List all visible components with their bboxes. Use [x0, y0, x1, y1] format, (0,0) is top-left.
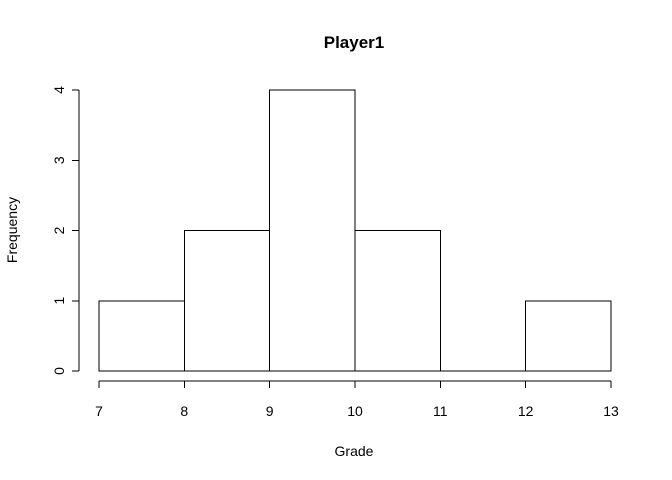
bars-group	[98, 89, 612, 372]
histogram-bar-9-10	[269, 89, 356, 372]
y-axis-label: Frequency	[4, 197, 20, 263]
histogram-bar-7-8	[98, 300, 185, 372]
x-axis-label: Grade	[335, 443, 374, 459]
y-tick-label: 4	[51, 86, 67, 94]
histogram-bar-10-11	[354, 230, 441, 372]
x-tick-label: 13	[603, 403, 619, 419]
x-tick-label: 7	[95, 403, 103, 419]
x-axis: 7 8 9 10 11 12 13	[95, 380, 619, 419]
y-tick-label: 1	[51, 297, 67, 305]
y-tick-label: 3	[51, 156, 67, 164]
y-tick-label: 0	[51, 367, 67, 375]
histogram-bar-12-13	[525, 300, 612, 372]
chart-title: Player1	[324, 33, 385, 52]
y-tick-label: 2	[51, 226, 67, 234]
x-tick-label: 11	[433, 403, 448, 419]
x-tick-label: 9	[266, 403, 274, 419]
histogram-bar-8-9	[183, 230, 271, 372]
x-tick-label: 12	[518, 403, 534, 419]
x-tick-label: 8	[180, 403, 188, 419]
x-tick-label: 10	[347, 403, 363, 419]
y-axis: 0 1 2 3 4	[51, 86, 80, 375]
